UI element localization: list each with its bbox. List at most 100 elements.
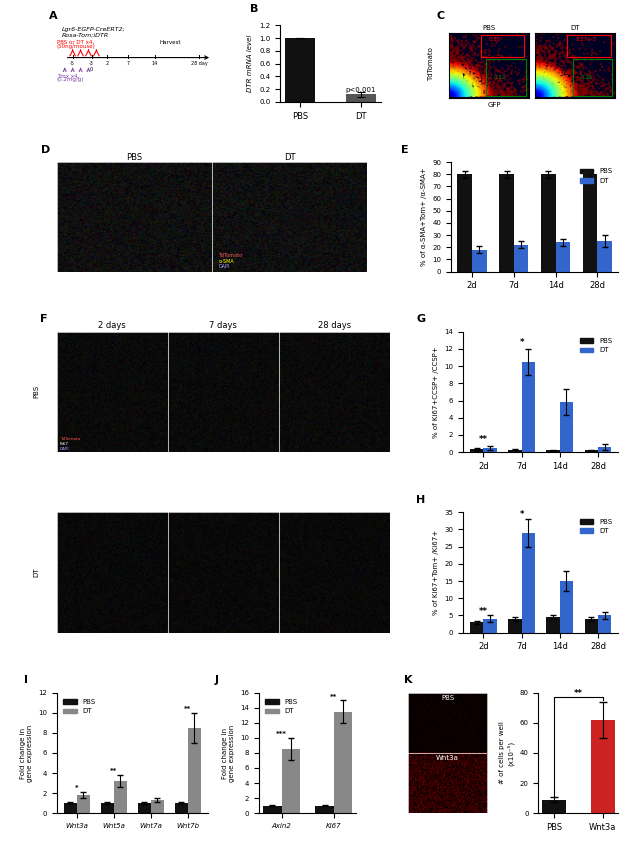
Bar: [470, 449, 483, 452]
Bar: [584, 451, 598, 452]
Bar: [591, 720, 615, 813]
Bar: [175, 803, 188, 813]
Bar: [138, 803, 151, 813]
Y-axis label: % of α-SMA+Tom+ /α-SMA+: % of α-SMA+Tom+ /α-SMA+: [421, 168, 427, 266]
Text: 7 days: 7 days: [209, 321, 237, 330]
Text: Lgr6-EGFP-CreERT2;: Lgr6-EGFP-CreERT2;: [62, 27, 126, 32]
Point: [54, 265, 61, 275]
Point: [54, 628, 61, 638]
Bar: [514, 245, 529, 272]
Bar: [522, 533, 535, 633]
Text: TdTomato: TdTomato: [428, 47, 434, 80]
Text: DAPI: DAPI: [218, 264, 230, 269]
Text: PBS: PBS: [34, 385, 40, 398]
Y-axis label: # of cells per well
(x10⁻⁵): # of cells per well (x10⁻⁵): [500, 722, 514, 784]
Bar: [508, 450, 522, 452]
Bar: [598, 447, 611, 452]
FancyArrowPatch shape: [63, 69, 66, 71]
Point: [54, 447, 61, 457]
Bar: [541, 174, 556, 272]
Text: DAPI: DAPI: [60, 446, 69, 451]
Point: [54, 626, 61, 636]
Bar: [583, 174, 598, 272]
Bar: [346, 94, 376, 102]
Text: *: *: [519, 511, 524, 519]
Text: (0.2mg/g): (0.2mg/g): [57, 77, 84, 82]
Bar: [598, 616, 611, 633]
Bar: [316, 805, 334, 813]
Text: -3
0: -3 0: [89, 61, 94, 72]
FancyArrowPatch shape: [79, 69, 82, 71]
Point: [404, 807, 411, 817]
Bar: [546, 451, 560, 452]
Text: C: C: [437, 11, 445, 21]
Bar: [546, 617, 560, 633]
Text: H: H: [416, 495, 426, 505]
Text: D: D: [41, 146, 50, 155]
Bar: [457, 174, 472, 272]
Text: TdTomato: TdTomato: [60, 437, 80, 441]
Point: [54, 626, 61, 636]
Text: ***: ***: [276, 732, 287, 738]
Text: 2 days: 2 days: [98, 321, 126, 330]
Y-axis label: DTR mRNA level: DTR mRNA level: [247, 35, 254, 92]
Y-axis label: Fold change in
gene expression: Fold change in gene expression: [221, 724, 235, 782]
Text: TdTomato: TdTomato: [218, 253, 242, 258]
Text: GFP: GFP: [487, 102, 501, 108]
Text: PBS: PBS: [441, 695, 454, 701]
Text: PBS or DT x4,: PBS or DT x4,: [57, 40, 94, 45]
Bar: [285, 38, 315, 102]
Text: F: F: [40, 314, 48, 324]
Point: [54, 446, 61, 456]
FancyArrowPatch shape: [68, 56, 208, 59]
Bar: [560, 402, 573, 452]
Bar: [542, 800, 566, 813]
Legend: PBS, DT: PBS, DT: [577, 335, 615, 357]
Bar: [560, 581, 573, 633]
Text: I: I: [23, 675, 28, 685]
Text: Wnt3a: Wnt3a: [436, 756, 459, 761]
Text: E: E: [401, 146, 408, 155]
Bar: [584, 619, 598, 633]
Text: **: **: [330, 694, 338, 700]
Text: p<0.001: p<0.001: [346, 87, 376, 93]
Legend: PBS, DT: PBS, DT: [577, 516, 615, 537]
Text: *: *: [75, 785, 78, 791]
Bar: [114, 781, 127, 813]
Legend: PBS, DT: PBS, DT: [262, 696, 300, 717]
Text: α-SMA: α-SMA: [218, 259, 234, 263]
Bar: [483, 619, 497, 633]
Bar: [483, 448, 497, 452]
Text: A: A: [49, 11, 57, 21]
Bar: [522, 362, 535, 452]
Text: Harvest: Harvest: [160, 40, 181, 45]
Y-axis label: % of Ki67+CCSP+ /CCSP+: % of Ki67+CCSP+ /CCSP+: [433, 346, 439, 438]
Text: **: **: [574, 689, 583, 698]
Text: 28 days: 28 days: [317, 321, 351, 330]
Point: [404, 807, 412, 817]
Bar: [470, 623, 483, 633]
Bar: [556, 242, 570, 272]
Text: DT: DT: [284, 153, 295, 162]
Point: [54, 267, 61, 277]
Text: Tmx x4,: Tmx x4,: [57, 74, 79, 79]
Text: 28 day: 28 day: [191, 61, 208, 66]
Bar: [508, 619, 522, 633]
Bar: [151, 800, 164, 813]
Bar: [76, 795, 90, 813]
Bar: [188, 728, 201, 813]
Text: **: **: [110, 768, 117, 774]
Bar: [101, 803, 114, 813]
Legend: PBS, DT: PBS, DT: [577, 166, 615, 186]
Text: G: G: [416, 314, 425, 324]
Point: [54, 628, 61, 638]
Y-axis label: Fold change in
gene expression: Fold change in gene expression: [20, 724, 33, 782]
Y-axis label: % of Ki67+Tom+ /Ki67+: % of Ki67+Tom+ /Ki67+: [433, 530, 439, 615]
Text: *: *: [519, 338, 524, 346]
Text: PBS: PBS: [126, 153, 143, 162]
Bar: [64, 803, 76, 813]
Point: [54, 447, 61, 457]
Text: Rosa-Tom;iDTR: Rosa-Tom;iDTR: [62, 32, 109, 37]
Point: [54, 446, 61, 456]
Text: J: J: [215, 675, 219, 685]
